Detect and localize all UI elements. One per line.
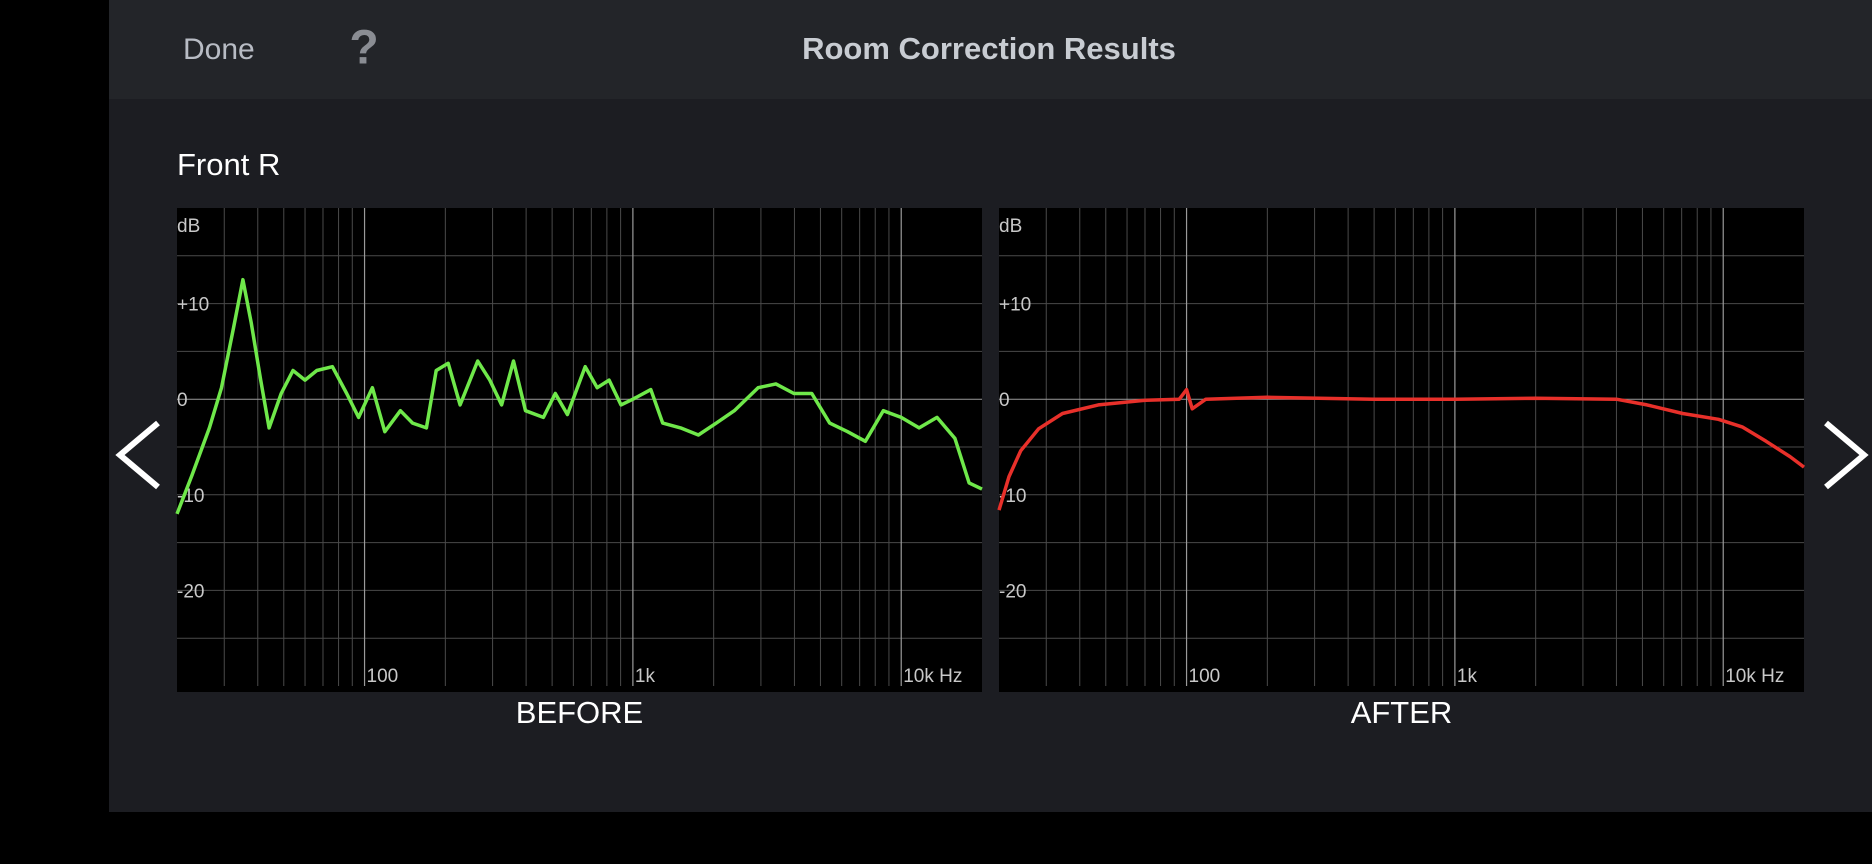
x-tick-label: 1k	[1457, 666, 1478, 687]
help-button[interactable]: ?	[349, 22, 378, 75]
x-tick-label: 1k	[635, 666, 656, 687]
done-button[interactable]: Done	[183, 33, 255, 66]
chart-label: BEFORE	[516, 695, 643, 730]
y-tick-label: +10	[999, 295, 1031, 316]
y-tick-label: -20	[177, 581, 204, 602]
title: Room Correction Results	[802, 31, 1176, 66]
plot-area	[999, 208, 1804, 692]
y-tick-label: -10	[177, 486, 204, 507]
section-title: Front R	[177, 147, 280, 182]
next-arrow[interactable]	[1824, 420, 1869, 490]
x-tick-label: 100	[1189, 666, 1221, 687]
x-tick-label: 100	[367, 666, 399, 687]
prev-arrow[interactable]	[115, 420, 160, 490]
y-axis-label: dB	[999, 216, 1022, 237]
plot-area	[177, 208, 982, 692]
y-axis-label: dB	[177, 216, 200, 237]
y-tick-label: -20	[999, 581, 1026, 602]
chart-label: AFTER	[1351, 695, 1453, 730]
response-line	[997, 387, 1806, 511]
y-tick-label: +10	[177, 295, 209, 316]
header-bar	[109, 0, 1872, 99]
x-tick-label: 10k Hz	[1725, 666, 1784, 687]
x-tick-label: 10k Hz	[903, 666, 962, 687]
y-tick-label: 0	[177, 390, 188, 411]
response-line	[175, 277, 983, 515]
y-tick-label: 0	[999, 390, 1010, 411]
